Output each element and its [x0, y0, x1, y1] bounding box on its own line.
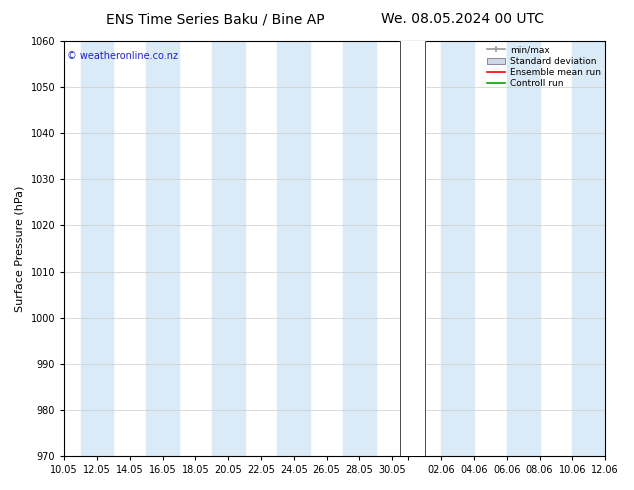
- Bar: [81, 41, 113, 456]
- Bar: [507, 41, 540, 456]
- Bar: [277, 41, 310, 456]
- Text: © weatheronline.co.nz: © weatheronline.co.nz: [67, 51, 178, 61]
- Legend: min/max, Standard deviation, Ensemble mean run, Controll run: min/max, Standard deviation, Ensemble me…: [487, 46, 600, 88]
- Text: We. 08.05.2024 00 UTC: We. 08.05.2024 00 UTC: [381, 12, 545, 26]
- Y-axis label: Surface Pressure (hPa): Surface Pressure (hPa): [15, 185, 25, 312]
- Bar: [212, 41, 245, 456]
- Bar: [146, 41, 179, 456]
- Bar: [441, 41, 474, 456]
- Text: ENS Time Series Baku / Bine AP: ENS Time Series Baku / Bine AP: [107, 12, 325, 26]
- Bar: [400, 41, 425, 456]
- Bar: [573, 41, 605, 456]
- Bar: [343, 41, 376, 456]
